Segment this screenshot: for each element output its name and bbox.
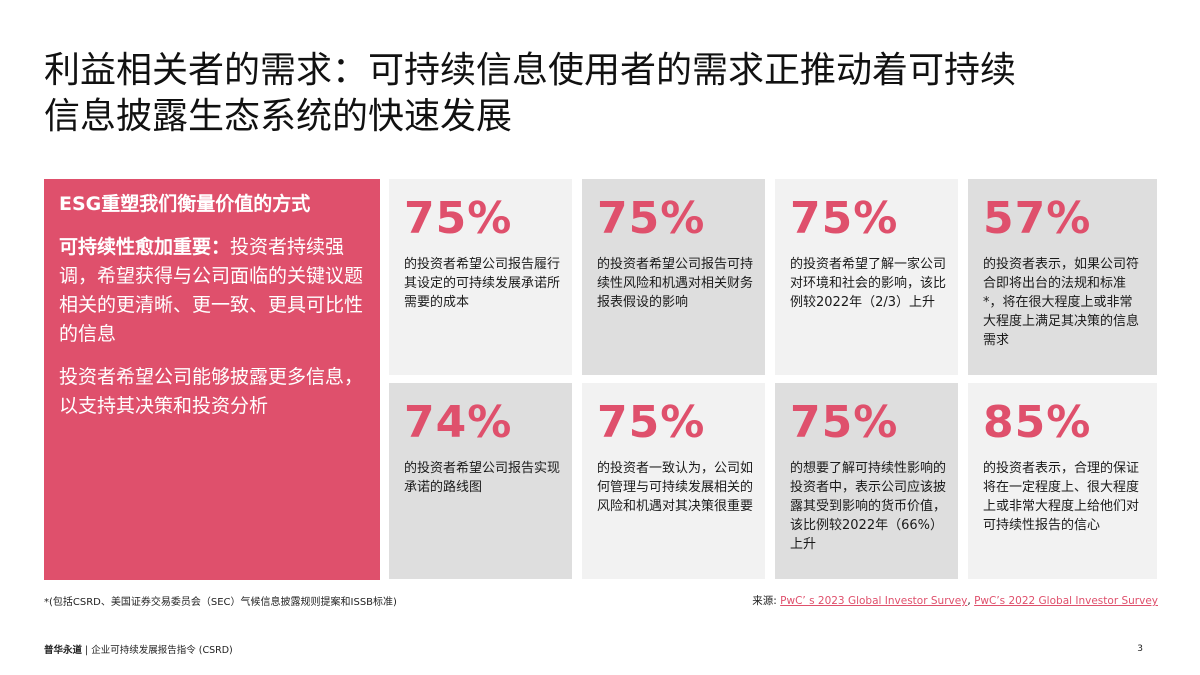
stat-description: 的投资者希望公司报告可持续性风险和机遇对相关财务报表假设的影响 bbox=[597, 257, 754, 310]
stat-description: 的投资者希望公司报告实现承诺的路线图 bbox=[404, 461, 561, 495]
stat-percentage: 75% bbox=[404, 193, 513, 244]
page-title: 利益相关者的需求：可持续信息使用者的需求正推动着可持续 信息披露生态系统的快速发… bbox=[44, 48, 1164, 140]
source-label: 来源: bbox=[752, 595, 781, 607]
stat-description: 的投资者表示，合理的保证将在一定程度上、很大程度上或非常大程度上给他们对可持续性… bbox=[983, 461, 1140, 533]
panel-paragraph-1-lead: 可持续性愈加重要： bbox=[59, 236, 231, 258]
stat-description: 的投资者表示，如果公司符合即将出台的法规和标准*，将在很大程度上或非常大程度上满… bbox=[983, 257, 1140, 348]
stat-card-5: 74% 的投资者希望公司报告实现承诺的路线图 bbox=[389, 383, 572, 579]
footer-brand: 普华永道 bbox=[44, 645, 83, 656]
stat-description: 的想要了解可持续性影响的投资者中，表示公司应该披露其受到影响的货币价值，该比例较… bbox=[790, 461, 947, 552]
stat-card-1: 75% 的投资者希望公司报告履行其设定的可持续发展承诺所需要的成本 bbox=[389, 179, 572, 375]
panel-paragraph-1-body: 投资者持续强调，希望获得与公司面临的关键议题相关的更清晰、更一致、更具可比性的信… bbox=[59, 236, 364, 345]
stat-card-2: 75% 的投资者希望公司报告可持续性风险和机遇对相关财务报表假设的影响 bbox=[582, 179, 765, 375]
source-link-2022[interactable]: PwC’s 2022 Global Investor Survey bbox=[974, 595, 1158, 607]
page-number: 3 bbox=[1137, 644, 1143, 654]
stat-percentage: 85% bbox=[983, 397, 1092, 448]
stat-card-4: 57% 的投资者表示，如果公司符合即将出台的法规和标准*，将在很大程度上或非常大… bbox=[968, 179, 1157, 375]
panel-paragraph-2: 投资者希望公司能够披露更多信息，以支持其决策和投资分析 bbox=[59, 366, 364, 417]
panel-paragraph-1: 可持续性愈加重要：投资者持续强调，希望获得与公司面临的关键议题相关的更清晰、更一… bbox=[59, 233, 366, 349]
footnote: *(包括CSRD、美国证券交易委员会（SEC）气候信息披露规则提案和ISSB标准… bbox=[44, 597, 397, 608]
stat-percentage: 75% bbox=[790, 397, 899, 448]
stat-description: 的投资者希望了解一家公司对环境和社会的影响，该比例较2022年（2/3）上升 bbox=[790, 257, 947, 310]
stat-percentage: 75% bbox=[597, 397, 706, 448]
stat-percentage: 75% bbox=[597, 193, 706, 244]
stat-card-3: 75% 的投资者希望了解一家公司对环境和社会的影响，该比例较2022年（2/3）… bbox=[775, 179, 958, 375]
source-citation: 来源: PwC’ s 2023 Global Investor Survey, … bbox=[752, 593, 1158, 608]
title-line-1: 利益相关者的需求：可持续信息使用者的需求正推动着可持续 bbox=[44, 50, 1017, 91]
stat-percentage: 57% bbox=[983, 193, 1092, 244]
stat-description: 的投资者希望公司报告履行其设定的可持续发展承诺所需要的成本 bbox=[404, 257, 561, 310]
stat-percentage: 74% bbox=[404, 397, 513, 448]
stat-percentage: 75% bbox=[790, 193, 899, 244]
footer: 普华永道 | 企业可持续发展报告指令 (CSRD) bbox=[44, 642, 233, 656]
source-separator: , bbox=[967, 595, 975, 607]
panel-heading: ESG重塑我们衡量价值的方式 bbox=[59, 193, 311, 215]
stat-card-7: 75% 的想要了解可持续性影响的投资者中，表示公司应该披露其受到影响的货币价值，… bbox=[775, 383, 958, 579]
stat-description: 的投资者一致认为，公司如何管理与可持续发展相关的风险和机遇对其决策很重要 bbox=[597, 461, 754, 514]
stat-card-8: 85% 的投资者表示，合理的保证将在一定程度上、很大程度上或非常大程度上给他们对… bbox=[968, 383, 1157, 579]
footer-text: | 企业可持续发展报告指令 (CSRD) bbox=[82, 645, 233, 656]
title-line-2: 信息披露生态系统的快速发展 bbox=[44, 96, 513, 137]
esg-summary-panel: ESG重塑我们衡量价值的方式 可持续性愈加重要：投资者持续强调，希望获得与公司面… bbox=[44, 179, 380, 580]
stat-card-6: 75% 的投资者一致认为，公司如何管理与可持续发展相关的风险和机遇对其决策很重要 bbox=[582, 383, 765, 579]
source-link-2023[interactable]: PwC’ s 2023 Global Investor Survey bbox=[780, 595, 968, 607]
stats-grid: 75% 的投资者希望公司报告履行其设定的可持续发展承诺所需要的成本 75% 的投… bbox=[389, 179, 1157, 580]
